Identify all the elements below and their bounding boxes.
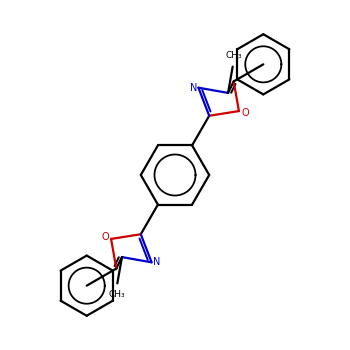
Text: O: O bbox=[241, 108, 249, 118]
Text: N: N bbox=[190, 83, 197, 93]
Text: CH₃: CH₃ bbox=[108, 289, 125, 299]
Text: O: O bbox=[101, 232, 109, 242]
Text: CH₃: CH₃ bbox=[225, 51, 242, 61]
Text: N: N bbox=[153, 257, 160, 267]
